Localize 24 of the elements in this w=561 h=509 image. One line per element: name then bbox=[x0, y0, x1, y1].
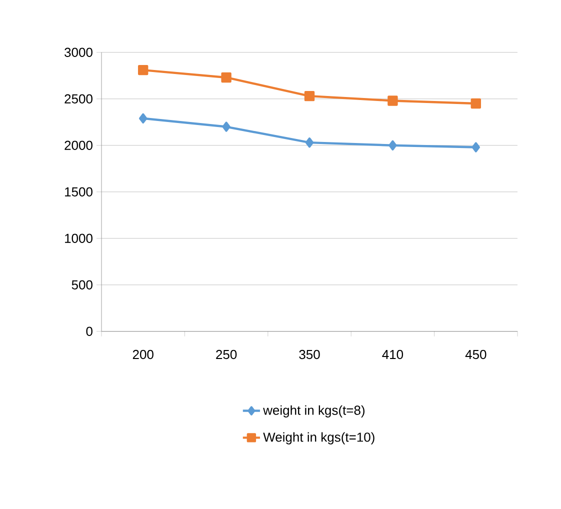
x-tick-label: 200 bbox=[132, 350, 154, 360]
y-tick-label: 0 bbox=[86, 326, 92, 336]
point bbox=[138, 64, 148, 76]
legend-label: weight in kgs(t=8) bbox=[263, 405, 364, 418]
y-tick-label: 500 bbox=[72, 280, 92, 290]
point bbox=[305, 137, 314, 148]
point bbox=[139, 113, 148, 124]
y-tick-label: 2000 bbox=[64, 140, 92, 150]
point bbox=[304, 90, 315, 102]
point bbox=[388, 140, 397, 150]
point bbox=[472, 142, 480, 152]
x-tick-label: 250 bbox=[216, 350, 237, 360]
x-tick-label: 410 bbox=[382, 350, 404, 360]
point bbox=[388, 96, 398, 106]
point bbox=[470, 98, 482, 109]
x-tick-label: 350 bbox=[299, 350, 320, 360]
legend-label: Weight in kgs(t=10) bbox=[263, 432, 374, 444]
point bbox=[222, 122, 230, 132]
y-tick-label: 1500 bbox=[65, 187, 92, 196]
y-tick-label: 3000 bbox=[64, 48, 92, 57]
y-tick-label: 2500 bbox=[64, 94, 92, 104]
point bbox=[221, 72, 232, 83]
x-tick-label: 450 bbox=[465, 350, 486, 360]
y-tick-label: 1000 bbox=[65, 234, 92, 243]
